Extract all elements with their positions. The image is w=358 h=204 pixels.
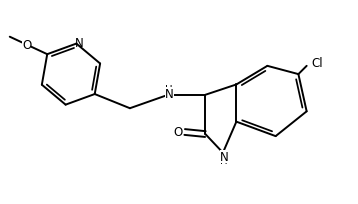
Text: O: O xyxy=(174,126,183,139)
Text: N: N xyxy=(219,150,228,163)
Text: N: N xyxy=(74,37,83,50)
Text: N: N xyxy=(165,88,174,101)
Text: Cl: Cl xyxy=(312,57,323,70)
Text: H: H xyxy=(220,156,228,166)
Text: H: H xyxy=(165,85,173,95)
Text: O: O xyxy=(22,39,31,52)
